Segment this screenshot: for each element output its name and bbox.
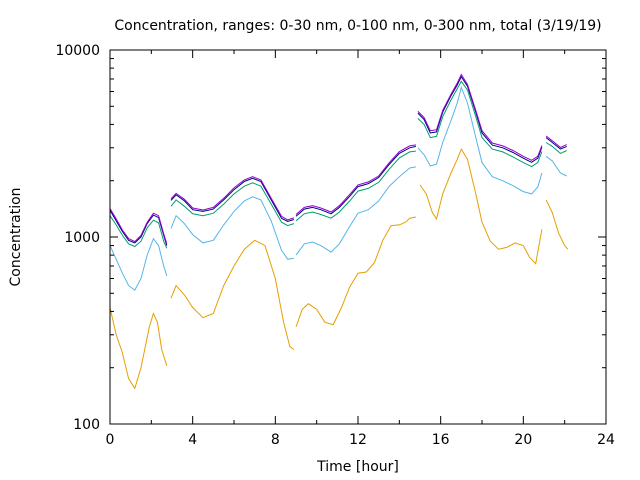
x-tick-label: 0	[106, 432, 115, 448]
ticks-layer: 0 4 8 12 16 20 24 100 1000 10000	[55, 43, 615, 448]
series-0-line-segment-4	[545, 199, 569, 250]
series-2-line-segment-1	[170, 182, 295, 227]
series-3-line-segment-1	[170, 177, 295, 223]
series-4-line-segment-1	[170, 176, 295, 221]
series-0-line-segment-0	[109, 307, 168, 390]
plot-frame	[109, 49, 607, 425]
series-1-line-segment-4	[545, 155, 567, 177]
series-3-line-segment-2	[295, 145, 417, 217]
series-4-line-segment-4	[545, 135, 567, 149]
y-axis-label: Concentration	[8, 187, 24, 286]
series-layer	[109, 73, 569, 390]
chart-title: Concentration, ranges: 0-30 nm, 0-100 nm…	[114, 18, 601, 34]
series-1-line-segment-0	[109, 237, 168, 291]
x-tick-label: 12	[349, 432, 367, 448]
series-2-line-segment-3	[417, 80, 543, 168]
series-1-line-segment-3	[417, 85, 543, 195]
x-tick-label: 20	[514, 432, 532, 448]
x-tick-label: 16	[432, 432, 450, 448]
series-3-line-segment-4	[545, 137, 567, 150]
series-3-line-segment-3	[417, 75, 543, 163]
series-0-line-segment-1	[170, 239, 295, 350]
series-2-line-segment-0	[109, 215, 168, 249]
series-2-line-segment-4	[545, 142, 567, 154]
y-tick-label: 100	[73, 417, 100, 433]
x-tick-label: 24	[597, 432, 615, 448]
series-4-line-segment-0	[109, 208, 168, 244]
x-axis-label: Time [hour]	[316, 459, 399, 475]
series-0-line-segment-3	[419, 147, 543, 265]
y-tick-label: 1000	[64, 230, 100, 246]
series-1-line-segment-1	[170, 196, 294, 260]
x-tick-label: 8	[271, 432, 280, 448]
x-tick-label: 4	[188, 432, 197, 448]
y-tick-label: 10000	[55, 43, 100, 59]
series-2-line-segment-2	[295, 150, 416, 222]
series-1-line-segment-2	[295, 166, 416, 256]
series-0-line-segment-2	[295, 216, 416, 328]
series-4-line-segment-2	[295, 144, 416, 215]
series-4-line-segment-3	[417, 73, 543, 161]
